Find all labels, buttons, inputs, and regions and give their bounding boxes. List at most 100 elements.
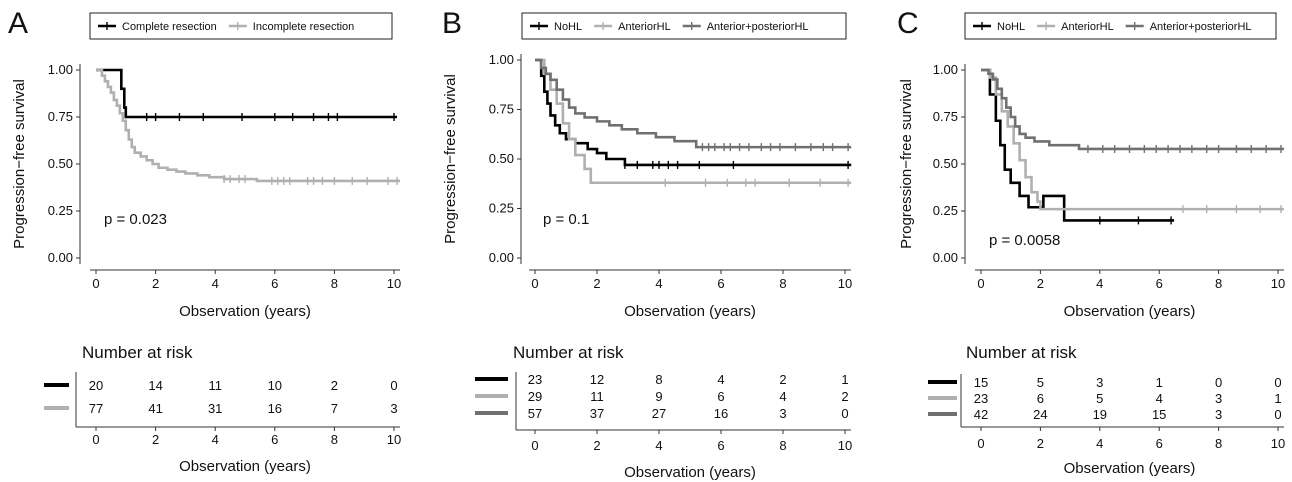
risk-value: 7 [331, 401, 338, 416]
p-value: p = 0.023 [104, 211, 167, 228]
risk-x-tick-label: 10 [838, 438, 852, 453]
y-axis-label: Progression−free survival [442, 74, 459, 244]
y-tick-label: 0.25 [489, 201, 514, 216]
survival-curve [535, 58, 852, 149]
legend-label: Anterior+posteriorHL [1150, 21, 1252, 33]
x-tick-label: 8 [1215, 276, 1222, 291]
y-tick-label: 0.00 [489, 250, 514, 265]
risk-value: 4 [717, 372, 724, 387]
x-tick-label: 0 [531, 276, 538, 291]
risk-value: 77 [89, 401, 103, 416]
risk-value: 16 [268, 401, 282, 416]
risk-x-tick-label: 6 [1156, 436, 1163, 451]
risk-x-tick-label: 4 [655, 438, 662, 453]
risk-x-tick-label: 8 [1215, 436, 1222, 451]
risk-x-axis-label: Observation (years) [179, 458, 311, 475]
risk-x-tick-label: 10 [387, 432, 401, 447]
risk-value: 27 [652, 406, 666, 421]
risk-value: 6 [717, 389, 724, 404]
x-tick-label: 8 [779, 276, 786, 291]
risk-value: 0 [1274, 407, 1281, 422]
legend-label: Complete resection [122, 21, 217, 33]
risk-x-tick-label: 4 [1096, 436, 1103, 451]
risk-value: 2 [779, 372, 786, 387]
risk-value: 0 [390, 378, 397, 393]
legend-label: AnteriorHL [1061, 21, 1114, 33]
risk-value: 29 [528, 389, 542, 404]
risk-value: 12 [590, 372, 604, 387]
panel-letter-c: C [897, 7, 919, 40]
risk-value: 1 [1156, 375, 1163, 390]
panel-a: 0.00 0.25 0.50 0.75 1.00 0 2 4 6 8 10 Observation (… [11, 12, 401, 475]
x-tick-label: 2 [152, 276, 159, 291]
x-tick-label: 6 [271, 276, 278, 291]
risk-table-title: Number at risk [82, 343, 193, 362]
y-tick-label: 0.75 [933, 109, 958, 124]
panel-letter-b: B [442, 7, 462, 40]
risk-value: 16 [714, 406, 728, 421]
risk-value: 4 [779, 389, 786, 404]
y-tick-label: 0.50 [48, 156, 73, 171]
legend-label: NoHL [997, 21, 1025, 33]
risk-value: 2 [841, 389, 848, 404]
survival-curve [981, 68, 1284, 211]
x-tick-label: 0 [92, 276, 99, 291]
risk-value: 5 [1037, 375, 1044, 390]
risk-x-tick-label: 2 [152, 432, 159, 447]
risk-value: 19 [1093, 407, 1107, 422]
risk-value: 3 [1215, 391, 1222, 406]
risk-value: 3 [1215, 407, 1222, 422]
risk-x-tick-label: 2 [1037, 436, 1044, 451]
legend-label: AnteriorHL [618, 21, 671, 33]
risk-x-tick-label: 4 [212, 432, 219, 447]
survival-curve [535, 58, 852, 167]
x-tick-label: 4 [212, 276, 219, 291]
risk-value: 24 [1033, 407, 1047, 422]
risk-value: 31 [208, 401, 222, 416]
risk-value: 11 [208, 378, 222, 393]
p-value: p = 0.0058 [989, 232, 1060, 249]
risk-value: 8 [655, 372, 662, 387]
x-tick-label: 10 [838, 276, 852, 291]
p-value: p = 0.1 [543, 211, 589, 228]
legend-label: Anterior+posteriorHL [707, 21, 809, 33]
survival-curve [96, 68, 400, 183]
y-tick-label: 0.75 [489, 102, 514, 117]
x-tick-label: 2 [593, 276, 600, 291]
x-axis-label: Observation (years) [1064, 303, 1196, 320]
risk-x-tick-label: 0 [92, 432, 99, 447]
risk-value: 11 [590, 389, 604, 404]
risk-value: 41 [148, 401, 162, 416]
risk-value: 0 [1215, 375, 1222, 390]
risk-value: 2 [331, 378, 338, 393]
legend-label: Incomplete resection [253, 21, 355, 33]
x-tick-label: 6 [717, 276, 724, 291]
y-tick-label: 0.50 [933, 156, 958, 171]
legend-label: NoHL [554, 21, 582, 33]
risk-value: 9 [655, 389, 662, 404]
risk-x-tick-label: 8 [779, 438, 786, 453]
y-tick-label: 0.75 [48, 109, 73, 124]
risk-x-tick-label: 6 [717, 438, 724, 453]
y-tick-label: 0.50 [489, 151, 514, 166]
risk-x-tick-label: 2 [593, 438, 600, 453]
risk-x-tick-label: 10 [1271, 436, 1285, 451]
risk-value: 3 [390, 401, 397, 416]
x-tick-label: 4 [1096, 276, 1103, 291]
risk-x-tick-label: 8 [331, 432, 338, 447]
risk-value: 3 [1096, 375, 1103, 390]
survival-curve [981, 68, 1284, 151]
risk-value: 6 [1037, 391, 1044, 406]
risk-value: 3 [779, 406, 786, 421]
y-tick-label: 0.25 [48, 203, 73, 218]
x-axis-label: Observation (years) [624, 303, 756, 320]
risk-value: 5 [1096, 391, 1103, 406]
legend-box [964, 12, 1277, 40]
y-axis-label: Progression−free survival [898, 79, 915, 249]
panel-letter-a: A [8, 7, 28, 40]
y-tick-label: 0.00 [933, 250, 958, 265]
x-axis-label: Observation (years) [179, 303, 311, 320]
risk-x-tick-label: 6 [271, 432, 278, 447]
x-tick-label: 4 [655, 276, 662, 291]
